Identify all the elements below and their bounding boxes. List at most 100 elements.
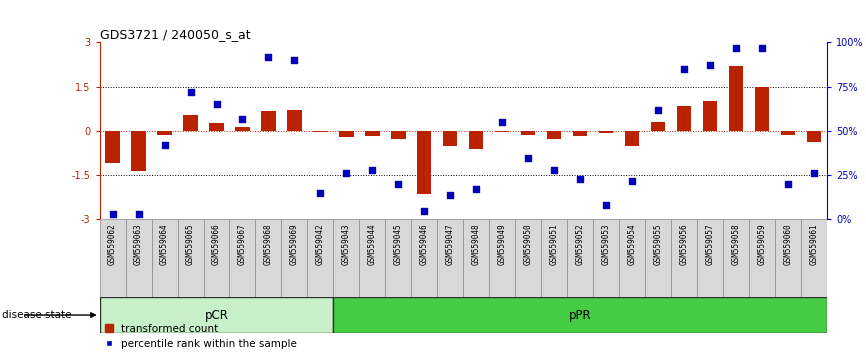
Point — [417, 208, 431, 213]
Bar — [495, 131, 509, 132]
Point — [807, 171, 821, 176]
Point — [443, 192, 457, 198]
Point — [599, 202, 613, 208]
Point — [313, 190, 327, 196]
Point — [651, 107, 665, 113]
Point — [339, 171, 353, 176]
Bar — [489, 219, 515, 297]
Bar — [236, 127, 249, 131]
Text: GSM559066: GSM559066 — [212, 223, 221, 265]
Bar — [359, 219, 385, 297]
Legend: transformed count, percentile rank within the sample: transformed count, percentile rank withi… — [105, 324, 297, 349]
Bar — [567, 219, 593, 297]
Bar — [697, 219, 723, 297]
Bar — [463, 219, 489, 297]
Text: GSM559059: GSM559059 — [758, 223, 766, 265]
Point — [210, 102, 223, 107]
Bar — [184, 115, 197, 131]
Text: GSM559046: GSM559046 — [420, 223, 429, 265]
Text: GSM559065: GSM559065 — [186, 223, 195, 265]
Text: GSM559042: GSM559042 — [316, 223, 325, 265]
Point — [262, 54, 275, 59]
Bar — [152, 219, 178, 297]
Text: GSM559052: GSM559052 — [576, 223, 585, 265]
Text: GSM559063: GSM559063 — [134, 223, 143, 265]
Bar — [288, 110, 301, 131]
Text: GSM559047: GSM559047 — [446, 223, 455, 265]
Bar — [807, 131, 821, 142]
Text: GSM559062: GSM559062 — [108, 223, 117, 265]
Bar — [307, 219, 333, 297]
Point — [236, 116, 249, 121]
Bar — [703, 102, 717, 131]
Point — [625, 178, 639, 183]
Text: GSM559064: GSM559064 — [160, 223, 169, 265]
Bar — [749, 219, 775, 297]
Bar — [729, 66, 743, 131]
Bar — [158, 131, 171, 135]
Text: GSM559051: GSM559051 — [550, 223, 559, 265]
Text: GSM559053: GSM559053 — [602, 223, 611, 265]
Point — [106, 211, 120, 217]
Bar — [178, 219, 204, 297]
Text: GSM559044: GSM559044 — [368, 223, 377, 265]
Bar — [521, 131, 535, 135]
Bar — [333, 297, 827, 333]
Point — [573, 176, 587, 182]
Text: GSM559067: GSM559067 — [238, 223, 247, 265]
Bar — [677, 106, 691, 131]
Bar — [339, 131, 353, 137]
Point — [495, 119, 509, 125]
Bar — [417, 131, 431, 194]
Bar — [385, 219, 411, 297]
Bar — [365, 131, 379, 136]
Bar — [469, 131, 483, 149]
Bar — [204, 219, 229, 297]
Text: GSM559058: GSM559058 — [732, 223, 740, 265]
Text: GSM559069: GSM559069 — [290, 223, 299, 265]
Text: pCR: pCR — [204, 309, 229, 321]
Text: pPR: pPR — [569, 309, 591, 321]
Text: GSM559045: GSM559045 — [394, 223, 403, 265]
Point — [184, 89, 197, 95]
Bar — [255, 219, 281, 297]
Bar — [262, 111, 275, 131]
Bar — [625, 131, 639, 146]
Text: GSM559061: GSM559061 — [810, 223, 818, 265]
Text: GSM559050: GSM559050 — [524, 223, 533, 265]
Text: GSM559055: GSM559055 — [654, 223, 662, 265]
Text: GSM559054: GSM559054 — [628, 223, 637, 265]
Point — [729, 45, 743, 51]
Point — [521, 155, 535, 160]
Bar — [132, 131, 145, 171]
Bar — [443, 131, 457, 146]
Bar — [671, 219, 697, 297]
Bar — [391, 131, 405, 139]
Point — [469, 187, 483, 192]
Bar — [593, 219, 619, 297]
Text: GSM559048: GSM559048 — [472, 223, 481, 265]
Text: disease state: disease state — [2, 310, 71, 320]
Point — [703, 63, 717, 68]
Bar — [126, 219, 152, 297]
Point — [365, 167, 379, 173]
Point — [158, 142, 171, 148]
Bar — [281, 219, 307, 297]
Point — [547, 167, 561, 173]
Bar — [229, 219, 255, 297]
Text: GSM559060: GSM559060 — [784, 223, 792, 265]
Bar — [411, 219, 437, 297]
Point — [781, 181, 795, 187]
Bar — [106, 131, 120, 164]
Text: GSM559068: GSM559068 — [264, 223, 273, 265]
Bar — [515, 219, 541, 297]
Bar — [100, 297, 333, 333]
Bar — [781, 131, 795, 135]
Point — [677, 66, 691, 72]
Text: GSM559049: GSM559049 — [498, 223, 507, 265]
Bar — [313, 131, 327, 132]
Point — [132, 211, 145, 217]
Bar — [755, 87, 769, 131]
Point — [391, 181, 405, 187]
Bar — [775, 219, 801, 297]
